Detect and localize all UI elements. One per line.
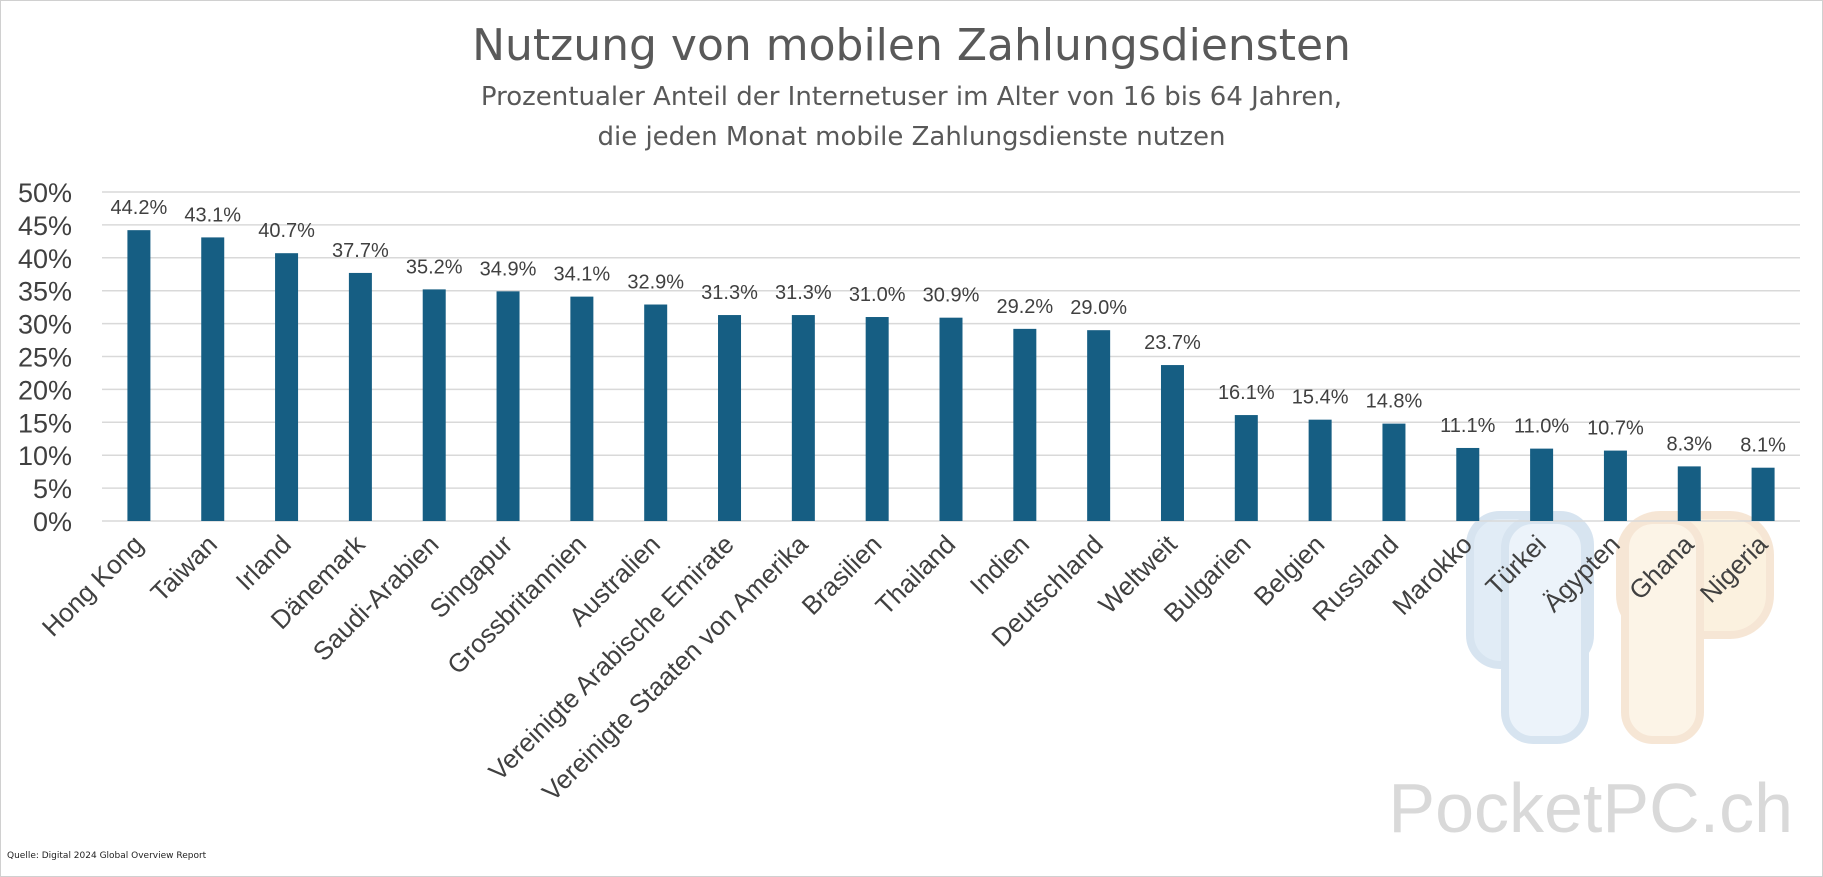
y-tick-label: 30%	[18, 310, 72, 340]
bar	[1603, 450, 1627, 521]
y-tick-label: 35%	[18, 277, 72, 307]
data-label: 8.3%	[1666, 433, 1712, 455]
bar	[570, 296, 594, 521]
bar	[865, 317, 889, 521]
y-tick-label: 15%	[18, 408, 72, 438]
watermark-logo-icon	[1466, 511, 1774, 744]
bar	[422, 289, 446, 521]
data-label: 32.9%	[627, 272, 684, 294]
data-label: 23.7%	[1144, 332, 1201, 354]
x-tick-label: Taiwan	[145, 529, 223, 607]
bar	[1382, 423, 1406, 521]
bar	[1308, 419, 1332, 521]
data-label: 11.0%	[1514, 416, 1569, 438]
data-label: 29.0%	[1070, 297, 1127, 319]
bar	[348, 272, 372, 521]
bar	[1530, 448, 1554, 521]
data-label: 35.2%	[406, 256, 463, 278]
bar	[791, 315, 815, 521]
y-tick-label: 5%	[33, 474, 72, 504]
bar	[644, 304, 668, 521]
x-tick-label: Marokko	[1386, 529, 1478, 621]
y-tick-label: 25%	[18, 343, 72, 373]
data-label: 34.1%	[554, 264, 611, 286]
bar	[1751, 467, 1775, 521]
y-tick-label: 45%	[18, 211, 72, 241]
x-tick-label: Hong Kong	[36, 529, 149, 642]
bar	[1456, 447, 1480, 521]
bar	[127, 230, 151, 521]
x-tick-label: Vereinigte Staaten von Amerika	[536, 529, 814, 807]
watermark-text: PocketPC.ch	[1388, 769, 1793, 847]
data-label: 44.2%	[111, 197, 168, 219]
data-label: 8.1%	[1740, 435, 1786, 457]
y-tick-label: 50%	[18, 178, 72, 208]
bar	[1160, 365, 1184, 521]
data-label: 29.2%	[996, 296, 1053, 318]
data-label: 10.7%	[1587, 418, 1644, 440]
data-label: 40.7%	[258, 220, 315, 242]
data-label: 31.0%	[849, 284, 906, 306]
y-tick-label: 0%	[33, 507, 72, 537]
x-tick-label: Thailand	[870, 529, 962, 621]
data-label: 11.1%	[1440, 415, 1495, 437]
data-label: 31.3%	[775, 282, 832, 304]
bar	[718, 315, 742, 521]
bar	[1087, 330, 1111, 521]
data-label: 30.9%	[923, 285, 980, 307]
data-label: 31.3%	[701, 282, 758, 304]
chart-subtitle-line1: Prozentualer Anteil der Internetuser im …	[480, 82, 1343, 112]
x-tick-label: Irland	[230, 529, 297, 596]
bar	[496, 291, 520, 521]
y-tick-label: 20%	[18, 375, 72, 405]
bar	[1234, 415, 1258, 521]
data-label: 37.7%	[332, 240, 389, 262]
y-tick-label: 40%	[18, 244, 72, 274]
data-label: 43.1%	[184, 204, 241, 226]
data-label: 15.4%	[1292, 387, 1349, 409]
data-label: 34.9%	[480, 258, 537, 280]
data-label: 14.8%	[1366, 391, 1423, 413]
x-tick-label: Indien	[964, 529, 1035, 600]
source-note: Quelle: Digital 2024 Global Overview Rep…	[7, 851, 207, 861]
bar	[275, 253, 299, 521]
chart-title: Nutzung von mobilen Zahlungsdiensten	[472, 20, 1351, 71]
x-tick-label: Brasilien	[796, 529, 888, 621]
data-label: 16.1%	[1218, 382, 1275, 404]
bar	[939, 317, 963, 521]
chart-subtitle-line2: die jeden Monat mobile Zahlungsdienste n…	[597, 122, 1226, 152]
y-tick-label: 10%	[18, 441, 72, 471]
bar	[1013, 328, 1037, 521]
bar	[1677, 466, 1701, 521]
bar	[201, 237, 225, 522]
